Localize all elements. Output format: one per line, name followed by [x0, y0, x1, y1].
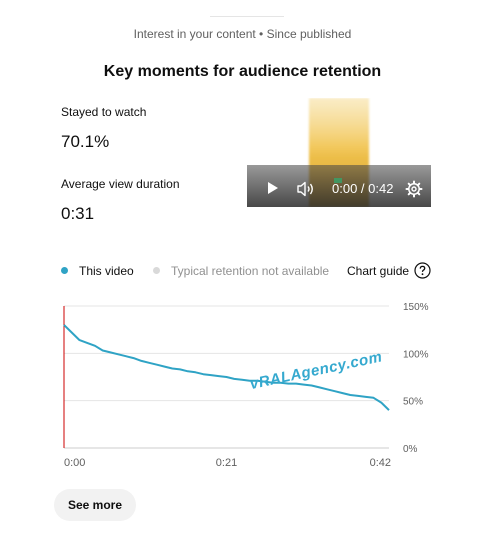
- retention-line: [63, 324, 390, 411]
- this-video-legend-label: This video: [79, 264, 134, 278]
- see-more-button[interactable]: See more: [54, 489, 136, 521]
- player-controls: [247, 165, 431, 207]
- page-title: Key moments for audience retention: [103, 63, 382, 80]
- retention-chart: 0% 50% 100% 150% 0:00 0:21 0:42: [0, 290, 485, 480]
- retention-chart-svg: 0% 50% 100% 150% 0:00 0:21 0:42: [63, 302, 429, 469]
- help-icon[interactable]: [414, 262, 431, 279]
- page-subtitle: Interest in your content • Since publish…: [133, 27, 352, 41]
- this-video-legend-dot: [61, 267, 68, 274]
- y-tick-label: 100%: [403, 349, 429, 360]
- top-divider: [210, 16, 284, 17]
- x-tick-label: 0:00: [64, 457, 85, 469]
- stayed-to-watch-label: Stayed to watch: [61, 105, 147, 119]
- y-tick-label: 50%: [403, 397, 423, 408]
- x-tick-label: 0:42: [370, 457, 391, 469]
- volume-icon[interactable]: [297, 181, 315, 197]
- y-tick-label: 150%: [403, 302, 429, 313]
- typical-legend-label: Typical retention not available: [171, 264, 330, 278]
- avg-view-duration-value: 0:31: [61, 204, 95, 223]
- avg-view-duration-label: Average view duration: [61, 177, 180, 191]
- x-tick-label: 0:21: [216, 457, 237, 469]
- gear-icon[interactable]: [405, 180, 423, 198]
- play-icon[interactable]: [265, 181, 279, 195]
- y-tick-label: 0%: [403, 444, 418, 455]
- stayed-to-watch-value: 70.1%: [61, 132, 110, 151]
- chart-guide-link[interactable]: Chart guide: [347, 264, 410, 278]
- typical-legend-dot: [153, 267, 160, 274]
- video-player[interactable]: 0:00 / 0:42: [247, 98, 431, 207]
- chart-legend: This video Typical retention not availab…: [0, 263, 485, 279]
- player-time: 0:00 / 0:42: [332, 181, 394, 196]
